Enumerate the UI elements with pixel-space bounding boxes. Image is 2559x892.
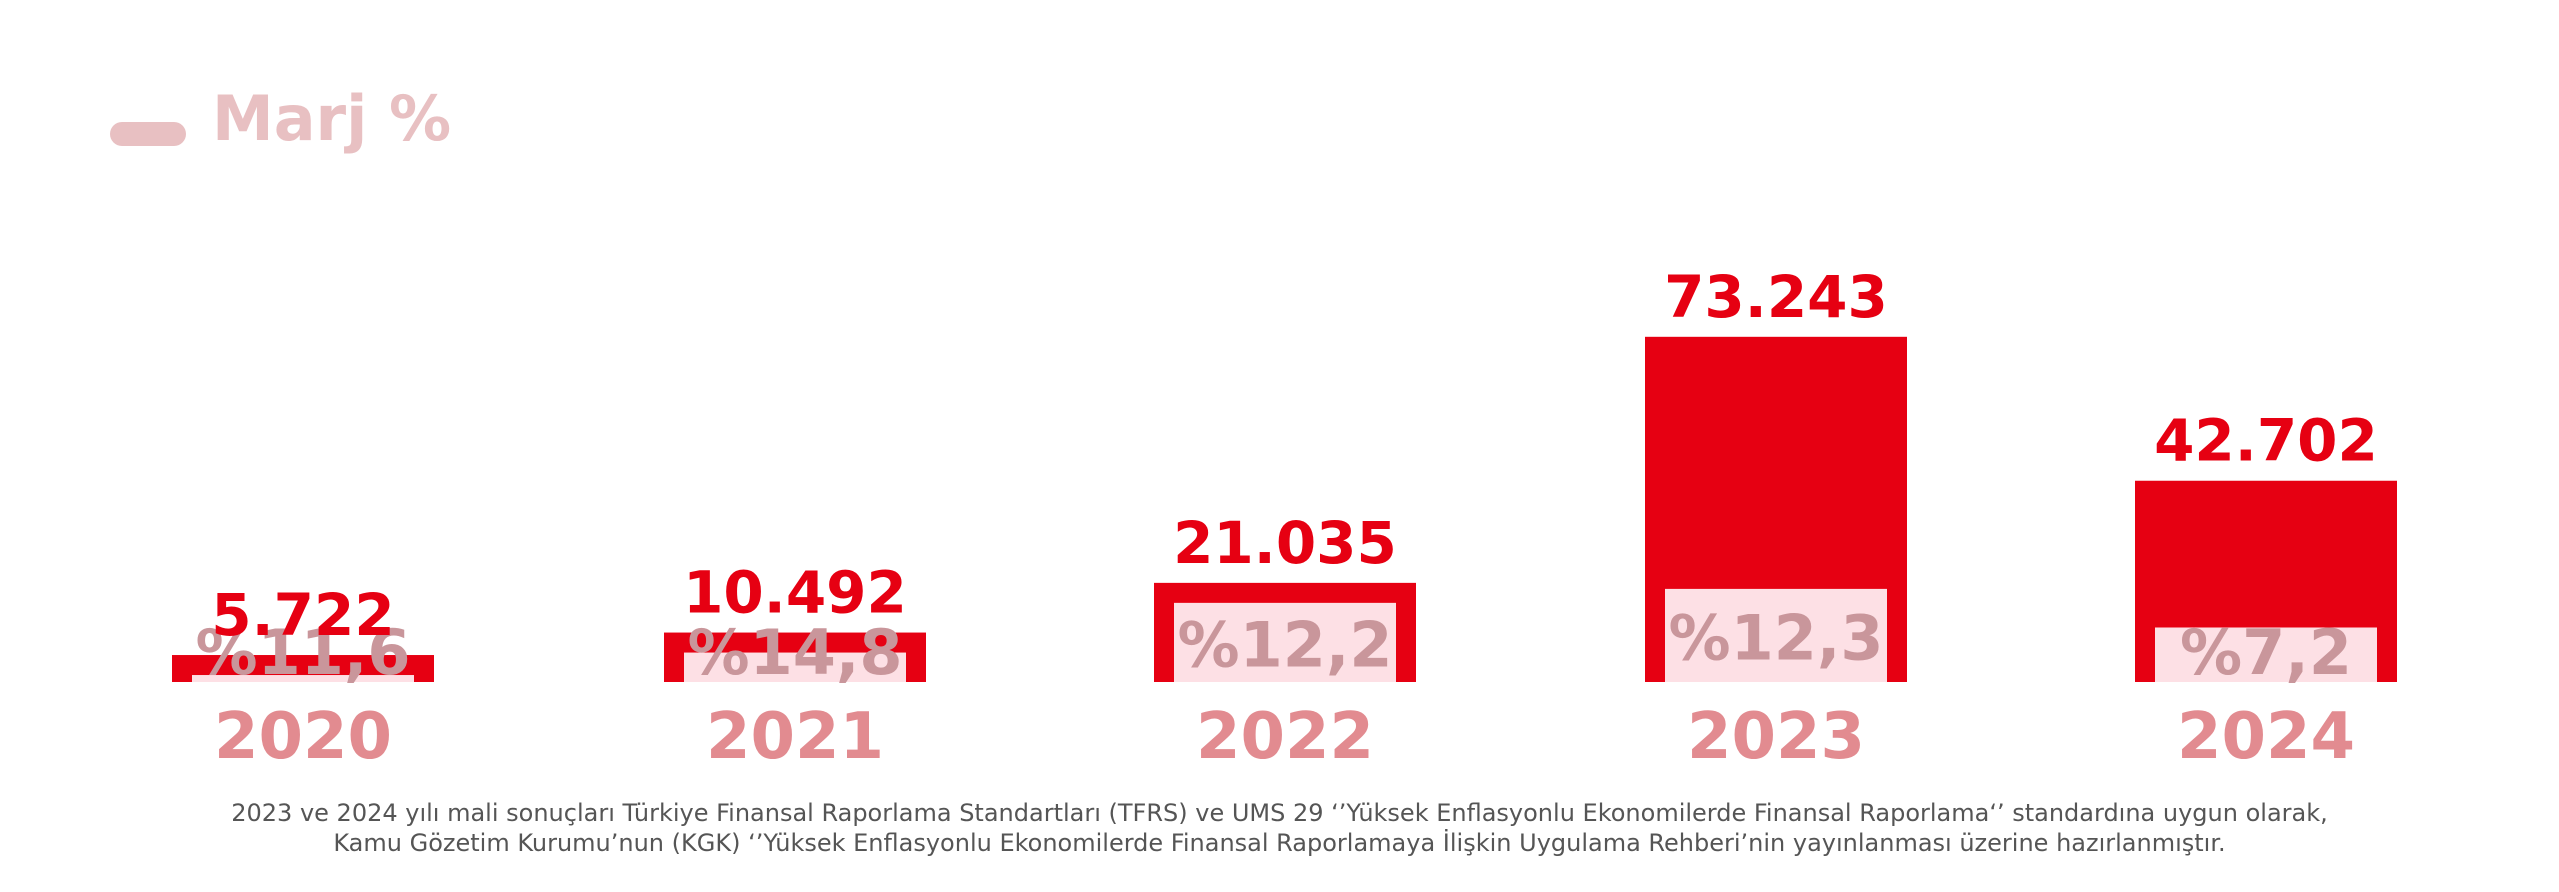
margin-label-2024: %7,2 <box>2180 616 2352 689</box>
value-label-2024: 42.702 <box>2154 407 2378 475</box>
margin-box-2022 <box>1174 602 1396 682</box>
margin-box-2024 <box>2155 627 2377 682</box>
value-label-2022: 21.035 <box>1173 509 1397 577</box>
margin-box-2021 <box>684 652 906 682</box>
value-label-2020: 5.722 <box>211 581 394 649</box>
value-label-2021: 10.492 <box>683 559 907 627</box>
value-label-2023: 73.243 <box>1664 263 1888 331</box>
category-label-2021: 2021 <box>706 700 884 774</box>
footnote-line-2: Kamu Gözetim Kurumu’nun (KGK) ‘’Yüksek E… <box>333 829 2226 857</box>
margin-label-2022: %12,2 <box>1177 608 1392 681</box>
margin-box-2020 <box>192 675 414 682</box>
margin-box-2023 <box>1665 588 1887 682</box>
legend-label: Marj % <box>212 82 452 155</box>
margin-label-2021: %14,8 <box>687 616 902 689</box>
bars-layer: %11,65.722 2020 %14,810.492 2021 %12,2 21.035… <box>172 263 2397 774</box>
footnote: 2023 ve 2024 yılı mali sonuçları Türkiye… <box>0 798 2559 858</box>
category-label-2022: 2022 <box>1196 700 1374 774</box>
category-label-2020: 2020 <box>214 700 392 774</box>
margin-label-2023: %12,3 <box>1668 601 1883 674</box>
legend-swatch <box>110 122 186 146</box>
margin-label-2020: %11,6 <box>195 616 410 689</box>
category-label-2024: 2024 <box>2177 700 2355 774</box>
footnote-line-1: 2023 ve 2024 yılı mali sonuçları Türkiye… <box>231 799 2328 827</box>
category-label-2023: 2023 <box>1687 700 1865 774</box>
